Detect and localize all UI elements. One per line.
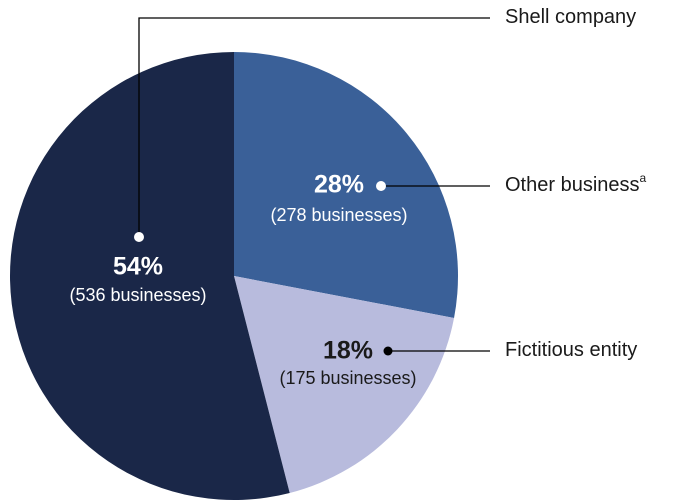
pie-slice: [234, 276, 455, 493]
leader-dot: [134, 232, 144, 242]
legend-label: Shell company: [505, 6, 636, 28]
pie-slice: [9, 52, 290, 500]
pie-slice: [234, 52, 458, 318]
legend-name: Shell company: [505, 6, 636, 28]
count-label: (278 businesses): [270, 205, 407, 225]
legend-label: Other businessa: [505, 171, 647, 196]
percent-label: 28%: [314, 171, 364, 199]
count-label: (536 businesses): [69, 285, 206, 305]
percent-label: 18%: [323, 337, 373, 365]
legend-name: Other business: [505, 174, 640, 196]
leader-line: [138, 17, 490, 237]
count-label: (175 businesses): [279, 368, 416, 388]
percent-label: 54%: [113, 253, 163, 281]
legend-label: Fictitious entity: [505, 339, 637, 361]
footnote-mark: a: [640, 171, 647, 185]
legend-name: Fictitious entity: [505, 339, 637, 361]
leader-dot: [376, 181, 386, 191]
leader-dot: [383, 346, 393, 356]
